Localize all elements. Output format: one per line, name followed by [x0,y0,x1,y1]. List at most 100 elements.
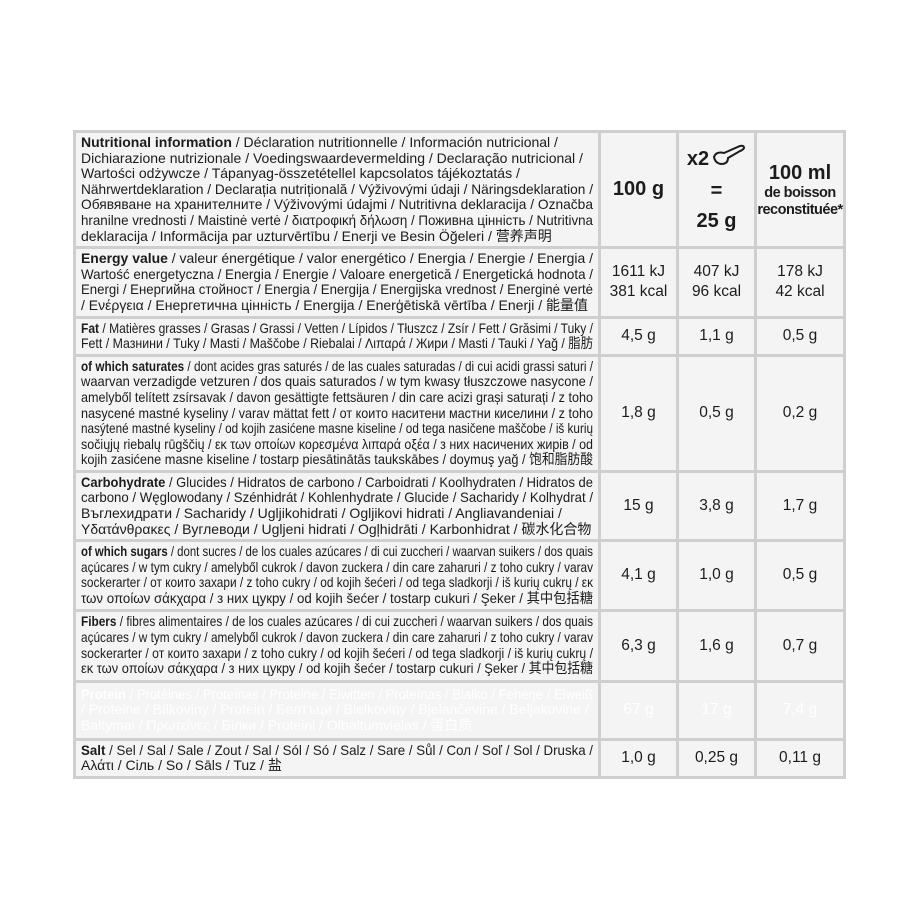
nutrient-name: of which sugars [81,543,168,560]
value-per-100ml: 0,2 g [757,356,843,470]
label-line: carbono / Węglowodany / Szénhidrát / Koh… [81,490,593,506]
label-line: Energi / Енергийна стойност / Energia / … [81,282,593,298]
label-line: deklaracija / Informācija par uzturvērtī… [81,227,552,245]
value-text: 15 g [623,497,654,515]
translation-text: των οποίων σάκχαρα / з них цукру / od ko… [81,590,593,607]
value-per-100g: 4,1 g [601,542,676,609]
table-row-carbohydrate: Carbohydrate / Glucides / Hidratos de ca… [76,472,843,540]
label-line: των οποίων σάκχαρα / з них цукру / od ko… [81,590,593,607]
nutrient-name: Energy value [81,250,168,267]
value-per-serving: 0,5 g [679,356,754,470]
table-row-energy-value: Energy value / valeur énergétique / valo… [76,249,843,316]
value-text: 7,4 g [782,701,818,719]
value-per-100ml: 0,11 g [757,740,843,776]
translation-text: amelyből telített zsírsavak / davon gesä… [81,388,593,405]
header-label-cell: Nutritional information / Déclaration nu… [76,133,598,247]
value-text: 0,5 g [782,327,818,345]
label-line: Fat / Matières grasses / Grasas / Grassi… [81,319,593,337]
label-line: Fett / Мазнини / Tuky / Masti / Maščobe … [81,335,593,352]
nutrient-label-cell: Protein / Protéines / Proteínas / Protei… [76,682,598,738]
nutrient-name: Nutritional information [81,134,232,150]
translation-text: / Déclaration nutritionnelle / Informaci… [231,134,558,150]
nutrient-name: Salt [81,741,106,758]
label-line: Protein / Protéines / Proteínas / Protei… [81,685,593,703]
value-per-100g: 67 g [601,682,676,738]
value-per-serving: 407 kJ 96 kcal [679,249,754,316]
value-text: 1,8 g [621,404,656,422]
label-line: Nährwertdeklaration / Declarația nutriți… [81,181,593,198]
translation-text: / Matières grasses / Grasas / Grassi / V… [99,319,593,336]
value-per-100g: 4,5 g [601,318,676,354]
label-line: Wartości odżywcze / Tápanyag-összetétell… [81,165,520,182]
translation-text: / Glucides / Hidratos de carbono / Carbo… [165,473,593,490]
value-per-100g: 6,3 g [601,611,676,680]
label-line: sockerarter / от които захари / z toho c… [81,575,593,591]
translation-text: deklaracija / Informācija par uzturvērtī… [81,227,552,244]
translation-text: carbono / Węglowodany / Szénhidrát / Koh… [81,489,593,506]
value-text: 0,25 g [694,749,739,767]
value-text: 381 kcal [609,283,668,301]
value-text: 6,3 g [621,636,656,654]
value-per-serving: 1,6 g [679,611,754,680]
value-per-serving: 1,1 g [679,318,754,354]
translation-text: / Proteine / Bílkoviny / Protein / Белтъ… [81,701,589,718]
table-row-salt: Salt / Sel / Sal / Sale / Zout / Sal / S… [76,740,843,776]
label-line: Salt / Sel / Sal / Sale / Zout / Sal / S… [81,741,593,759]
translation-text: Fett / Мазнини / Tuky / Masti / Maščobe … [81,335,593,352]
value-text: 4,5 g [621,327,656,345]
value-text: 407 kJ [693,263,740,281]
label-line: açúcares / w tym cukry / amelyből cukrok… [81,559,593,576]
value-per-serving: 17 g [679,682,754,738]
label-line: / Proteine / Bílkoviny / Protein / Белтъ… [81,702,589,718]
nutrient-label-cell: Energy value / valeur énergétique / valo… [76,249,598,316]
value-per-100ml: 0,5 g [757,318,843,354]
header-serving: x2 = 25 g [679,133,754,247]
header-100ml: 100 ml de boisson reconstituée* [757,133,843,247]
value-per-serving: 1,0 g [679,542,754,609]
nutrient-name: Protein [81,685,126,702]
value-text: 67 g [623,701,654,719]
value-per-100ml: 1,7 g [757,472,843,540]
label-line: Fibers / fibres alimentaires / de los cu… [81,614,593,630]
value-per-100g: 1611 kJ 381 kcal [601,249,676,316]
translation-text: nasýtené mastné kyseliny / od kojih zasi… [81,420,593,437]
translation-text: Wartość energetyczna / Energia / Energie… [81,265,593,282]
nutrient-label-cell: Salt / Sel / Sal / Sale / Zout / Sal / S… [76,740,598,776]
translation-text: Въглехидрати / Sacharidy / Ugljikohidrat… [81,505,562,522]
label-line: nasýtené mastné kyseliny / od kojih zasi… [81,420,593,437]
translation-text: açúcares / w tym cukry / amelyből cukrok… [81,629,593,646]
table-header-row: Nutritional information / Déclaration nu… [76,133,843,247]
nutrient-label-cell: Fat / Matières grasses / Grasas / Grassi… [76,318,598,354]
label-line: Обявяване на хранителните / Výživovými ú… [81,197,593,213]
value-per-100ml: 7,4 g [757,682,843,738]
translation-text: sockerarter / от които захари / z toho c… [81,574,593,591]
value-text: 1611 kJ [611,263,666,281]
value-text: 0,7 g [782,636,818,654]
label-line: of which sugars / dont sucres / de los c… [81,543,593,560]
translation-text: / Ενέργεια / Енергетична цінність / Ener… [81,296,588,313]
label-line: Dichiarazione nutrizionale / Voedingswaa… [81,149,583,167]
label-line: Wartość energetyczna / Energia / Energie… [81,265,593,283]
translation-text: / dont sucres / de los cuales azúcares /… [167,543,593,560]
value-text: 96 kcal [691,283,742,301]
translation-text: Υδατάνθρακες / Вуглеводи / Ugljeni hidra… [81,520,592,537]
translation-text: / fibres alimentaires / de los cuales az… [116,613,593,630]
value-per-100g: 1,0 g [601,740,676,776]
nutrient-name: Fat [81,319,100,336]
value-text: 42 kcal [775,283,825,301]
translation-text: waarvan verzadigde vetzuren / dos quais … [81,373,593,390]
translation-text: Dichiarazione nutrizionale / Voedingswaa… [81,149,583,166]
col-100ml-label: 100 ml [768,161,832,184]
translation-text: Обявяване на хранителните / Výživovými ú… [81,196,593,213]
label-line: açúcares / w tym cukry / amelyből cukrok… [81,629,593,646]
table-row-fibers: Fibers / fibres alimentaires / de los cu… [76,611,843,680]
translation-text: kojih zasićene masne kiseline / tostarp … [81,451,593,468]
value-text: 0,5 g [699,404,734,422]
value-per-100g: 1,8 g [601,356,676,470]
value-per-100g: 15 g [601,472,676,540]
label-line: Energy value / valeur énergétique / valo… [81,250,593,267]
col-100g-label: 100 g [612,178,665,201]
translation-text: hranilne vrednosti / Maistinė vertė / δι… [81,211,593,228]
nutrient-name: Fibers [81,613,117,630]
label-line: waarvan verzadigde vetzuren / dos quais … [81,374,593,390]
